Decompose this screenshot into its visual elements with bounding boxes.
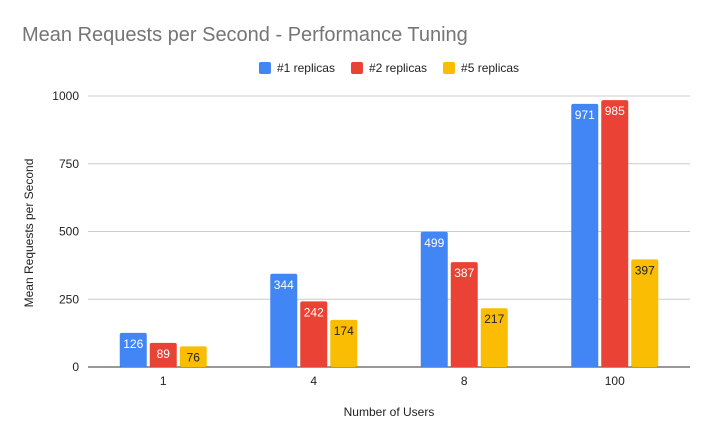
bar: [420, 231, 448, 367]
bar: [330, 319, 358, 367]
data-label: 397: [635, 263, 655, 277]
y-tick-label: 500: [59, 225, 79, 239]
legend-swatch: [443, 62, 456, 74]
bar: [601, 100, 629, 367]
bar: [631, 259, 659, 367]
y-tick-label: 0: [72, 360, 79, 374]
x-axis-label: Number of Users: [344, 405, 435, 419]
bar: [270, 273, 298, 367]
data-label: 217: [484, 312, 504, 326]
bar: [179, 346, 207, 367]
bar: [450, 262, 478, 367]
x-tick-label: 1: [160, 374, 167, 388]
y-tick-label: 1000: [52, 89, 79, 103]
legend-swatch: [258, 62, 271, 74]
bar: [149, 342, 177, 367]
bars: [119, 100, 659, 367]
data-label: 985: [605, 104, 625, 118]
legend-label: #1 replicas: [277, 61, 335, 75]
data-label: 387: [454, 266, 474, 280]
data-label: 174: [334, 324, 354, 338]
data-label: 499: [424, 236, 444, 250]
data-label: 242: [304, 305, 324, 319]
legend-label: #5 replicas: [461, 61, 519, 75]
legend: #1 replicas #2 replicas #5 replicas: [258, 61, 519, 75]
bar: [480, 308, 508, 367]
x-tick-label: 8: [461, 374, 468, 388]
legend-label: #2 replicas: [369, 61, 427, 75]
data-labels: 126 89 76 344 242 174 499 387 217 971 985 397: [123, 104, 655, 364]
data-label: 126: [123, 337, 143, 351]
y-axis-label: Mean Requests per Second: [22, 159, 36, 308]
y-tick-label: 750: [59, 157, 79, 171]
data-label: 971: [575, 108, 595, 122]
y-axis-ticks: 0 250 500 750 1000: [52, 89, 79, 374]
y-tick-label: 250: [59, 292, 79, 306]
bar: [300, 301, 328, 367]
x-tick-label: 100: [605, 374, 625, 388]
gridlines: [88, 95, 690, 368]
bar: [571, 103, 599, 367]
legend-swatch: [350, 62, 363, 74]
x-tick-label: 4: [310, 374, 317, 388]
x-axis-ticks: 1 4 8 100: [160, 374, 625, 388]
chart-title: Mean Requests per Second - Performance T…: [22, 24, 468, 46]
data-label: 344: [274, 278, 294, 292]
data-label: 76: [187, 350, 201, 364]
data-label: 89: [157, 347, 171, 361]
bar: [119, 332, 147, 367]
